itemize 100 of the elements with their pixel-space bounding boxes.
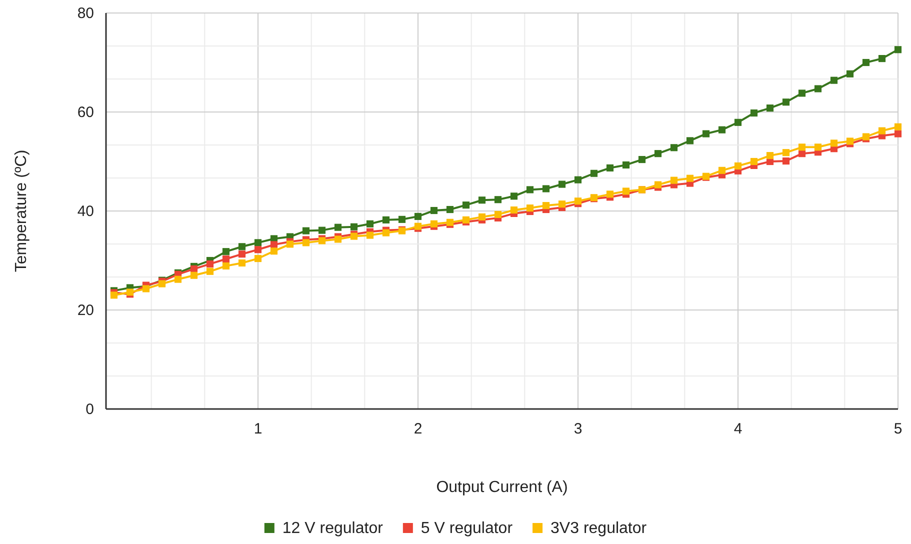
point [366,232,374,239]
point [494,196,502,204]
point [798,90,806,97]
point [782,149,790,156]
point [430,206,438,214]
legend-label: 3V3 regulator [550,520,648,537]
point [830,140,838,147]
point [254,246,262,254]
point [414,212,422,220]
point [110,292,118,299]
point [702,130,710,138]
point [526,186,534,194]
point [430,220,438,228]
point [190,272,198,279]
point [814,85,822,92]
x-tick-label: 5 [894,420,902,438]
point [542,202,550,210]
point [398,216,406,223]
point [574,176,582,184]
point [510,192,518,200]
x-tick-label: 3 [574,420,582,438]
point [622,188,630,195]
point [654,181,662,188]
point [542,185,550,192]
point [222,248,230,256]
point [670,176,678,184]
x-tick-label: 1 [254,420,262,438]
point [478,196,486,204]
y-tick-label: 60 [77,104,94,121]
point [686,137,694,144]
point [750,109,758,117]
x-tick-label: 4 [734,420,742,438]
point [254,239,262,246]
point [622,161,630,168]
point [302,239,310,246]
point [798,144,806,151]
point [366,220,374,228]
point [606,190,614,198]
point [494,210,502,218]
y-axis-title: Temperature (ºC) [13,150,30,272]
point [558,180,566,188]
point [654,150,662,158]
point [782,98,790,106]
point [446,206,454,214]
y-tick-label: 20 [77,302,94,319]
point [254,254,262,262]
point [382,229,390,236]
point [750,158,758,166]
point [382,216,390,224]
point [222,255,230,263]
y-tick-label: 80 [77,4,94,22]
point [478,213,486,220]
point [718,166,726,174]
point [222,262,230,270]
point [462,202,470,209]
point [302,227,310,234]
point [158,280,166,288]
point [734,162,742,170]
point [670,144,678,152]
point [334,224,342,231]
point [270,241,278,248]
point [142,285,150,292]
point [894,46,902,54]
point [574,198,582,205]
point [350,223,358,230]
point [878,55,886,62]
point [238,250,246,258]
point [590,170,598,177]
point [206,260,214,268]
point [238,259,246,267]
point [270,248,278,255]
point [558,200,566,208]
x-axis-title: Output Current (A) [436,479,568,496]
point [526,204,534,212]
point [510,206,518,214]
legend-label: 5 V regulator [420,520,514,537]
point [238,243,246,250]
point [846,138,854,145]
y-tick-label: 40 [77,202,94,220]
point [846,70,854,78]
point [830,76,838,84]
point [766,104,774,112]
point [878,127,886,134]
point [894,130,902,138]
legend-label: 12 V regulator [282,520,384,537]
point [814,144,822,151]
point [782,157,790,165]
point [638,156,646,164]
point [334,236,342,243]
point [718,126,726,134]
y-tick-label: 0 [86,400,94,418]
point [862,58,870,66]
point [318,226,326,234]
point [798,150,806,158]
point [174,276,182,283]
point [766,152,774,160]
point [686,174,694,182]
point [190,265,198,272]
point [734,118,742,126]
point [286,240,294,248]
